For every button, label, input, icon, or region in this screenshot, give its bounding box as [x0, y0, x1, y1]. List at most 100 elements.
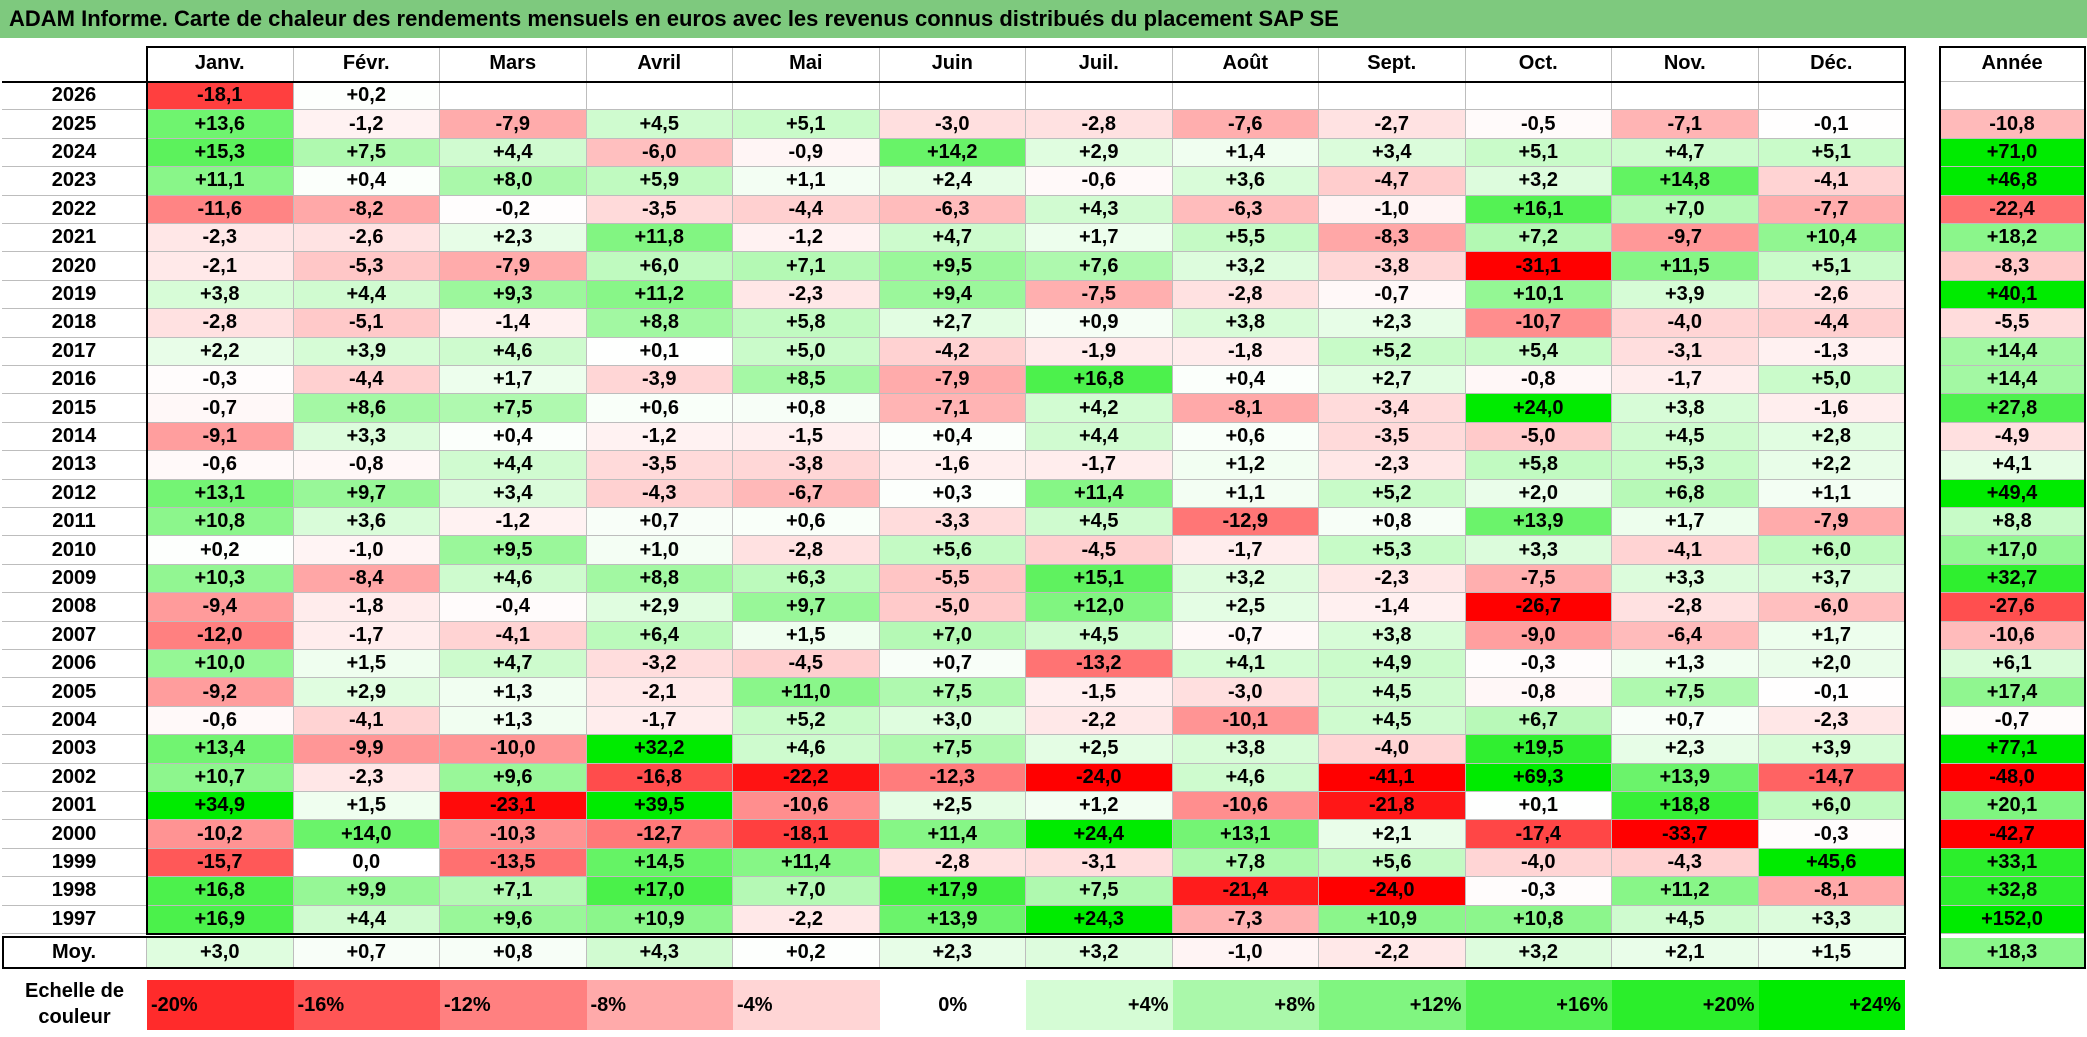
heatmap-cell: +19,5 — [1465, 735, 1612, 764]
heatmap-cell: +12,0 — [1026, 593, 1173, 622]
year-label: 2023 — [2, 167, 147, 196]
heatmap-cell: +32,2 — [586, 735, 733, 764]
year-label: 2009 — [2, 564, 147, 594]
heatmap-cell: -2,2 — [733, 905, 880, 934]
heatmap-cell: +4,5 — [586, 110, 733, 139]
scale-step: -8% — [586, 980, 733, 1030]
heatmap-cell: +5,4 — [1465, 337, 1612, 366]
heatmap-cell: -0,6 — [147, 451, 294, 480]
annual-cell: +18,2 — [1940, 224, 2085, 253]
heatmap-cell: -0,3 — [147, 366, 294, 395]
heatmap-cell: +5,6 — [1319, 848, 1466, 878]
heatmap-cell: +2,8 — [1758, 422, 1905, 452]
heatmap-cell: +5,1 — [1465, 138, 1612, 168]
heatmap-cell: -10,2 — [147, 820, 294, 849]
heatmap-cell: +15,3 — [147, 138, 294, 168]
heatmap-cell: -0,7 — [1172, 621, 1319, 650]
heatmap-cell: +3,9 — [293, 337, 440, 366]
scale-step: +24% — [1758, 980, 1905, 1030]
heatmap-cell: +4,2 — [1026, 394, 1173, 423]
heatmap-cell: -6,4 — [1612, 621, 1759, 650]
heatmap-cell: +1,3 — [440, 678, 587, 707]
heatmap-cell: -9,2 — [147, 678, 294, 707]
heatmap-cell: +7,8 — [1172, 848, 1319, 878]
heatmap-cell: +6,0 — [586, 252, 733, 281]
heatmap-cell: -0,1 — [1758, 678, 1905, 707]
month-header: Nov. — [1612, 46, 1759, 82]
heatmap-cell: +3,8 — [1172, 735, 1319, 764]
heatmap-cell: +9,7 — [733, 593, 880, 622]
heatmap-cell: +3,3 — [1758, 905, 1905, 934]
heatmap-cell: +0,6 — [586, 394, 733, 423]
heatmap-cell: -6,0 — [586, 138, 733, 168]
heatmap-cell: -2,8 — [1172, 280, 1319, 310]
heatmap-cell: +6,0 — [1758, 792, 1905, 821]
heatmap-cell: +16,1 — [1465, 195, 1612, 224]
heatmap-cell: +9,5 — [440, 536, 587, 565]
heatmap-cell: +1,0 — [586, 536, 733, 565]
heatmap-cell: +9,6 — [440, 905, 587, 934]
heatmap-cell: +11,2 — [586, 280, 733, 310]
heatmap-cell: +8,8 — [586, 309, 733, 338]
heatmap-cell: +0,6 — [733, 508, 880, 537]
heatmap-cell: -1,0 — [1319, 195, 1466, 224]
heatmap-cell: -1,7 — [1172, 536, 1319, 565]
heatmap-cell: +5,0 — [1758, 366, 1905, 395]
average-cell: +0,7 — [293, 938, 440, 968]
heatmap-cell: -7,1 — [879, 394, 1026, 423]
heatmap-cell: +3,0 — [879, 706, 1026, 736]
heatmap-cell: +2,3 — [1319, 309, 1466, 338]
heatmap-cell: -10,1 — [1172, 706, 1319, 736]
annual-cell: -48,0 — [1940, 763, 2085, 792]
average-cell: +1,5 — [1758, 938, 1905, 968]
heatmap-cell: +0,7 — [586, 508, 733, 537]
year-label: 2024 — [2, 138, 147, 168]
scale-step: +4% — [1026, 980, 1173, 1030]
heatmap-cell: -1,7 — [1026, 451, 1173, 480]
heatmap-cell: +11,8 — [586, 224, 733, 253]
annual-cell: +77,1 — [1940, 735, 2085, 764]
heatmap-cell: -7,1 — [1612, 110, 1759, 139]
heatmap-cell: -1,0 — [293, 536, 440, 565]
heatmap-cell: -2,3 — [1758, 706, 1905, 736]
annual-cell — [1940, 82, 2085, 111]
year-label: 2014 — [2, 422, 147, 452]
heatmap-cell: +5,8 — [733, 309, 880, 338]
heatmap-cell: +5,2 — [1319, 337, 1466, 366]
heatmap-cell: +5,3 — [1612, 451, 1759, 480]
heatmap-cell: +10,0 — [147, 650, 294, 679]
heatmap-cell: -0,4 — [440, 593, 587, 622]
heatmap-cell: -1,6 — [1758, 394, 1905, 423]
heatmap-cell: -17,4 — [1465, 820, 1612, 849]
heatmap-cell: +5,9 — [586, 167, 733, 196]
heatmap-cell: -2,8 — [733, 536, 880, 565]
heatmap-cell — [733, 82, 880, 111]
heatmap-cell: +10,1 — [1465, 280, 1612, 310]
heatmap-cell: +15,1 — [1026, 564, 1173, 594]
heatmap-cell: +6,0 — [1758, 536, 1905, 565]
heatmap-cell: +3,8 — [147, 280, 294, 310]
average-cell: +3,2 — [1465, 938, 1612, 968]
scale-step: -4% — [733, 980, 880, 1030]
heatmap-cell: -16,8 — [586, 763, 733, 792]
heatmap-cell: -4,1 — [1612, 536, 1759, 565]
heatmap-cell: -2,8 — [1612, 593, 1759, 622]
heatmap-cell: +1,7 — [1758, 621, 1905, 650]
heatmap-cell: -1,2 — [293, 110, 440, 139]
heatmap-cell — [586, 82, 733, 111]
heatmap-cell: +1,7 — [1612, 508, 1759, 537]
heatmap-cell: +2,4 — [879, 167, 1026, 196]
heatmap-cell: -18,1 — [733, 820, 880, 849]
heatmap-cell: +1,1 — [733, 167, 880, 196]
year-label: 2015 — [2, 394, 147, 423]
heatmap-cell: +13,6 — [147, 110, 294, 139]
heatmap-cell: +24,4 — [1026, 820, 1173, 849]
heatmap-cell: -6,7 — [733, 479, 880, 508]
annual-cell: -27,6 — [1940, 593, 2085, 622]
heatmap-cell: +10,8 — [147, 508, 294, 537]
heatmap-cell: -7,7 — [1758, 195, 1905, 224]
heatmap-cell: -2,8 — [147, 309, 294, 338]
heatmap-cell: -0,6 — [1026, 167, 1173, 196]
heatmap-cell: -7,9 — [440, 252, 587, 281]
heatmap-cell: -4,3 — [586, 479, 733, 508]
